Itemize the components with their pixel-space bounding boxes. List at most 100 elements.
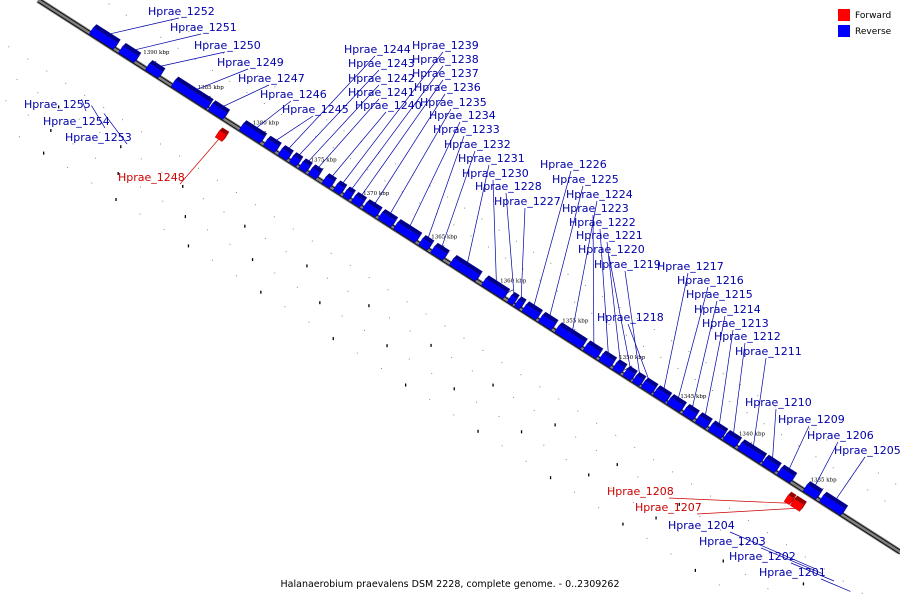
gene-label[interactable]: Hprae_1236 xyxy=(414,81,481,94)
gene-label[interactable]: Hprae_1203 xyxy=(699,535,766,548)
gene-label[interactable]: Hprae_1220 xyxy=(578,243,645,256)
gene-feature[interactable] xyxy=(342,189,354,201)
gene-label[interactable]: Hprae_1239 xyxy=(412,39,479,52)
gene-feature[interactable] xyxy=(393,221,420,243)
gene-label[interactable]: Hprae_1247 xyxy=(238,72,305,85)
gene-feature[interactable] xyxy=(321,175,335,189)
gene-feature[interactable] xyxy=(118,45,139,63)
gene-label[interactable]: Hprae_1206 xyxy=(807,429,874,442)
gene-feature[interactable] xyxy=(263,138,280,153)
gene-label[interactable]: Hprae_1244 xyxy=(344,43,411,56)
gene-feature[interactable] xyxy=(737,442,765,464)
gene-feature[interactable] xyxy=(350,194,365,208)
gene-feature[interactable] xyxy=(776,467,795,484)
gene-label[interactable]: Hprae_1212 xyxy=(714,330,781,343)
gene-label[interactable]: Hprae_1245 xyxy=(282,103,349,116)
gene-feature[interactable] xyxy=(521,304,541,321)
gene-feature[interactable] xyxy=(288,155,301,167)
gene-feature[interactable] xyxy=(819,494,846,516)
gene-feature[interactable] xyxy=(307,167,321,180)
gene-feature[interactable] xyxy=(214,130,227,142)
gene-label[interactable]: Hprae_1202 xyxy=(729,550,796,563)
gene-feature[interactable] xyxy=(506,294,518,306)
gene-feature[interactable] xyxy=(622,368,636,381)
gene-label[interactable]: Hprae_1219 xyxy=(594,258,661,271)
gene-label[interactable]: Hprae_1235 xyxy=(420,96,487,109)
gene-label[interactable]: Hprae_1232 xyxy=(444,138,511,151)
gene-feature[interactable] xyxy=(418,237,432,251)
gene-feature[interactable] xyxy=(277,147,292,161)
gene-feature[interactable] xyxy=(144,62,163,79)
gene-label[interactable]: Hprae_1233 xyxy=(433,123,500,136)
gene-label[interactable]: Hprae_1251 xyxy=(170,21,237,34)
gene-label[interactable]: Hprae_1246 xyxy=(260,88,327,101)
gene-label[interactable]: Hprae_1250 xyxy=(194,39,261,52)
gene-feature[interactable] xyxy=(362,201,380,218)
gene-feature[interactable] xyxy=(207,103,228,120)
gene-feature[interactable] xyxy=(681,406,698,421)
gene-label[interactable]: Hprae_1240 xyxy=(355,99,422,112)
gene-feature[interactable] xyxy=(513,299,524,310)
gene-feature[interactable] xyxy=(722,432,740,448)
gene-label[interactable]: Hprae_1237 xyxy=(412,67,479,80)
gene-feature[interactable] xyxy=(640,380,656,395)
gene-feature[interactable] xyxy=(238,122,265,144)
gene-label[interactable]: Hprae_1255 xyxy=(24,98,91,111)
gene-feature[interactable] xyxy=(88,26,118,50)
gene-feature[interactable] xyxy=(666,396,685,413)
gene-label[interactable]: Hprae_1204 xyxy=(668,519,735,532)
gene-label[interactable]: Hprae_1208 xyxy=(607,485,674,498)
gene-label[interactable]: Hprae_1222 xyxy=(569,216,636,229)
gene-feature[interactable] xyxy=(707,423,726,439)
gene-label[interactable]: Hprae_1228 xyxy=(475,180,542,193)
gene-label[interactable]: Hprae_1221 xyxy=(576,229,643,242)
gene-label[interactable]: Hprae_1223 xyxy=(562,202,629,215)
gene-feature[interactable] xyxy=(802,484,821,500)
gene-feature[interactable] xyxy=(554,325,586,349)
gene-label[interactable]: Hprae_1225 xyxy=(552,173,619,186)
gene-feature[interactable] xyxy=(170,79,212,110)
gene-label[interactable]: Hprae_1248 xyxy=(118,171,185,184)
gene-feature[interactable] xyxy=(598,353,615,368)
gene-label[interactable]: Hprae_1252 xyxy=(148,5,215,18)
gene-feature[interactable] xyxy=(789,498,805,512)
gene-label[interactable]: Hprae_1249 xyxy=(217,56,284,69)
gene-label[interactable]: Hprae_1234 xyxy=(429,109,496,122)
gene-feature[interactable] xyxy=(694,415,711,429)
gene-label[interactable]: Hprae_1210 xyxy=(745,396,812,409)
gene-label[interactable]: Hprae_1216 xyxy=(677,274,744,287)
gene-label[interactable]: Hprae_1242 xyxy=(348,72,415,85)
gene-label[interactable]: Hprae_1215 xyxy=(686,288,753,301)
gene-label[interactable]: Hprae_1209 xyxy=(778,413,845,426)
gene-label[interactable]: Hprae_1253 xyxy=(65,131,132,144)
gene-feature[interactable] xyxy=(652,387,670,403)
gene-label[interactable]: Hprae_1214 xyxy=(694,303,761,316)
gene-feature[interactable] xyxy=(582,343,601,359)
gene-label[interactable]: Hprae_1224 xyxy=(566,188,633,201)
gene-feature[interactable] xyxy=(332,183,345,195)
gene-feature[interactable] xyxy=(538,314,556,331)
gene-label[interactable]: Hprae_1205 xyxy=(834,444,900,457)
gene-label[interactable]: Hprae_1213 xyxy=(702,317,769,330)
gene-label[interactable]: Hprae_1227 xyxy=(494,195,561,208)
gene-feature[interactable] xyxy=(298,161,311,173)
gene-label[interactable]: Hprae_1201 xyxy=(759,566,826,579)
gene-feature[interactable] xyxy=(449,257,480,282)
gene-label[interactable]: Hprae_1230 xyxy=(462,167,529,180)
gene-label[interactable]: Hprae_1226 xyxy=(540,158,607,171)
gene-label[interactable]: Hprae_1211 xyxy=(735,345,802,358)
gene-feature[interactable] xyxy=(631,374,644,387)
gene-label[interactable]: Hprae_1241 xyxy=(348,86,415,99)
gene-label[interactable]: Hprae_1217 xyxy=(657,260,724,273)
gene-label[interactable]: Hprae_1207 xyxy=(635,501,702,514)
gene-feature[interactable] xyxy=(430,245,448,261)
gene-label[interactable]: Hprae_1254 xyxy=(43,115,110,128)
gene-label[interactable]: Hprae_1243 xyxy=(348,57,415,70)
gene-feature[interactable] xyxy=(783,494,794,506)
gene-label[interactable]: Hprae_1238 xyxy=(412,53,479,66)
gene-feature[interactable] xyxy=(761,457,780,474)
gene-feature[interactable] xyxy=(377,211,396,228)
gene-label[interactable]: Hprae_1231 xyxy=(458,152,525,165)
gene-feature[interactable] xyxy=(481,278,508,300)
gene-label[interactable]: Hprae_1218 xyxy=(597,311,664,324)
